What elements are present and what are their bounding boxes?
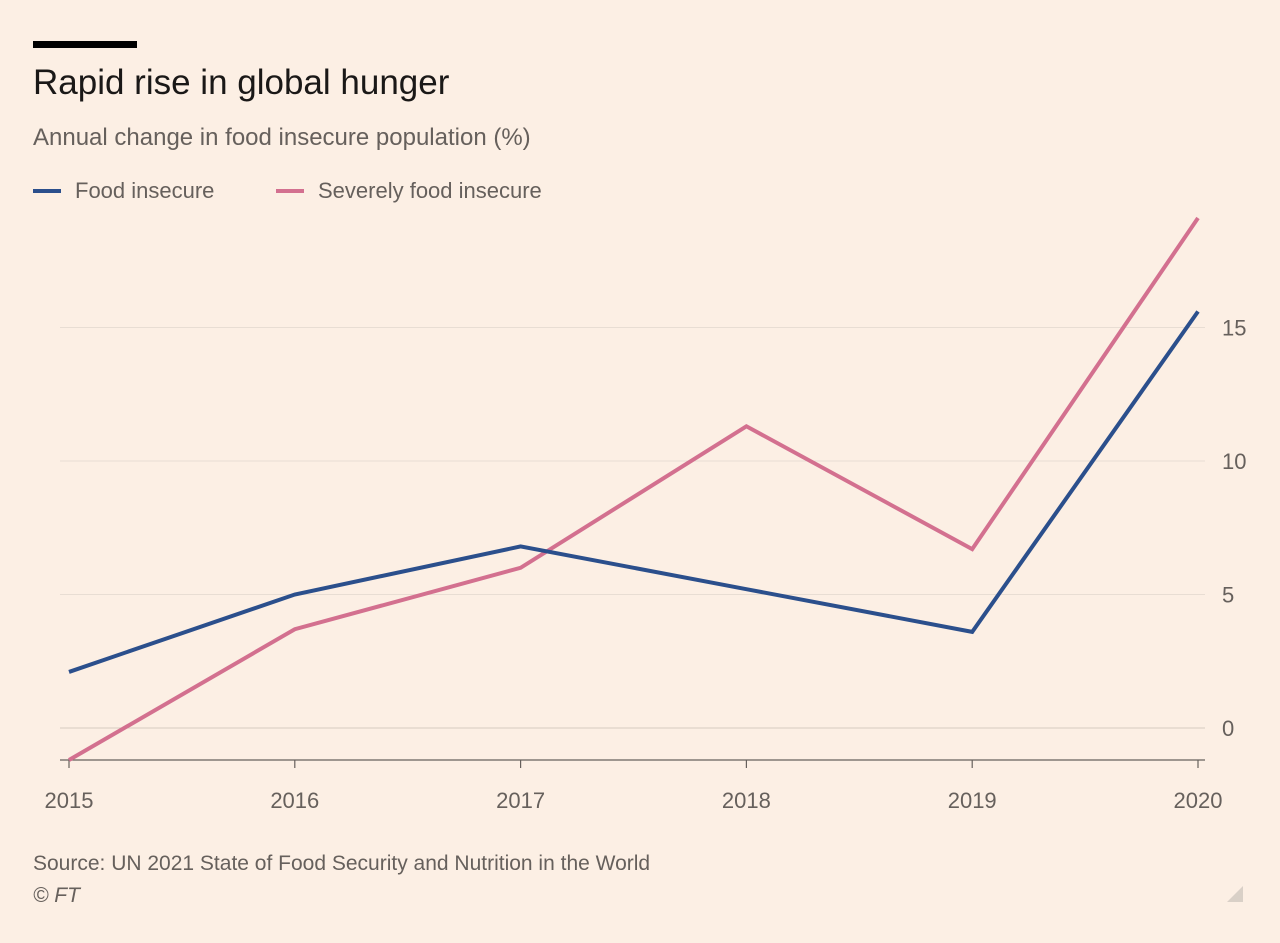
x-tick-label: 2020 <box>1174 788 1223 813</box>
legend-label-food-insecure: Food insecure <box>75 178 215 203</box>
y-tick-label: 10 <box>1222 449 1246 474</box>
chart-subtitle: Annual change in food insecure populatio… <box>33 124 531 151</box>
grid-layer <box>60 327 1205 729</box>
source-note: Source: UN 2021 State of Food Security a… <box>33 852 651 875</box>
x-tick-label: 2016 <box>270 788 319 813</box>
x-tick-label: 2019 <box>948 788 997 813</box>
series-layer <box>67 216 1200 762</box>
credit-note: © FT <box>33 884 80 907</box>
y-tick-label: 5 <box>1222 583 1234 608</box>
legend-swatch-food-insecure <box>33 189 61 193</box>
legend-label-severely-food-insecure: Severely food insecure <box>318 178 542 203</box>
resize-corner-icon <box>1227 886 1243 902</box>
y-tick-label: 15 <box>1222 316 1246 341</box>
y-tick-label: 0 <box>1222 716 1234 741</box>
legend-item-severely-food-insecure: Severely food insecure <box>276 178 542 204</box>
legend-item-food-insecure: Food insecure <box>33 178 214 204</box>
series-line-food-insecure <box>68 310 1200 674</box>
series-line-severely-food-insecure <box>67 216 1200 762</box>
title-accent-bar <box>33 41 137 48</box>
x-tick-label: 2015 <box>45 788 94 813</box>
legend-swatch-severely-food-insecure <box>276 189 304 193</box>
axis-layer: 0 5 10 15 2015 2016 2017 2018 2019 2020 <box>45 316 1247 814</box>
x-tick-label: 2017 <box>496 788 545 813</box>
chart-title: Rapid rise in global hunger <box>33 63 450 102</box>
x-tick-label: 2018 <box>722 788 771 813</box>
